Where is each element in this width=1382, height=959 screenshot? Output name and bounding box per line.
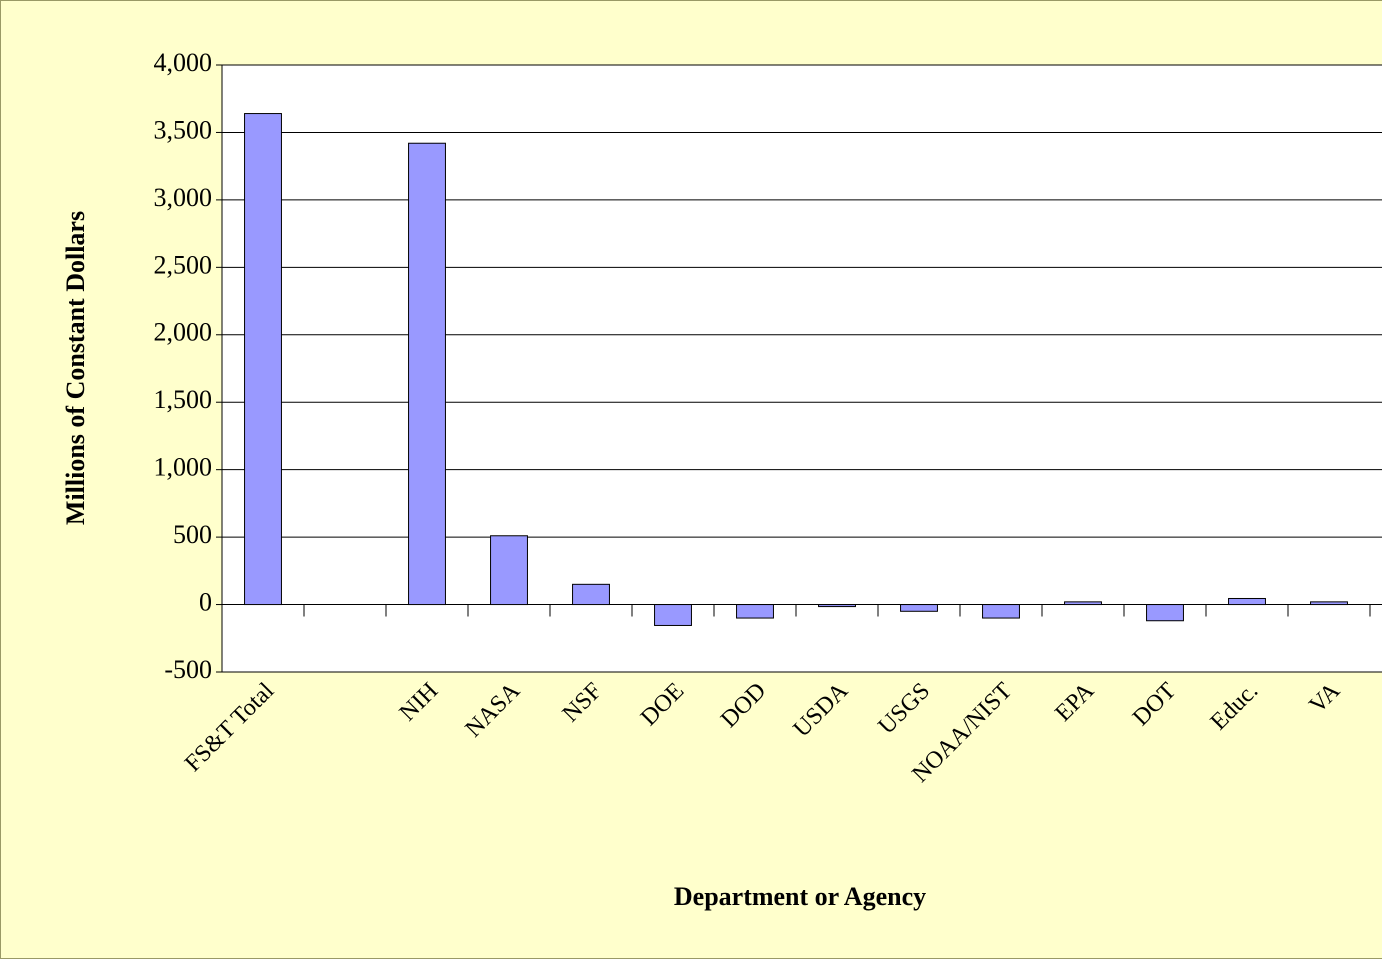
x-axis-title: Department or Agency xyxy=(674,882,926,911)
bar xyxy=(1310,601,1348,606)
bar xyxy=(736,604,774,619)
y-tick-label: 3,000 xyxy=(154,183,213,212)
bar xyxy=(1064,601,1102,606)
y-axis-title: Millions of Constant Dollars xyxy=(61,211,90,525)
bar xyxy=(1146,604,1184,622)
y-tick-label: -500 xyxy=(164,655,212,684)
plot-area xyxy=(221,64,1382,673)
y-tick-label: 3,500 xyxy=(154,115,213,144)
y-tick-label: 1,000 xyxy=(154,453,213,482)
y-tick-label: 500 xyxy=(173,520,212,549)
bar xyxy=(1228,597,1266,606)
bar xyxy=(244,113,282,606)
y-tick-label: 1,500 xyxy=(154,385,213,414)
bar xyxy=(818,604,856,608)
y-tick-label: 4,000 xyxy=(154,48,213,77)
y-tick-label: 2,000 xyxy=(154,318,213,347)
y-tick-label: 0 xyxy=(199,588,212,617)
bar xyxy=(654,604,692,626)
bar xyxy=(408,142,446,606)
bar xyxy=(900,604,938,612)
bar xyxy=(982,604,1020,619)
bar xyxy=(490,535,528,606)
bar xyxy=(572,583,610,606)
y-tick-label: 2,500 xyxy=(154,250,213,279)
